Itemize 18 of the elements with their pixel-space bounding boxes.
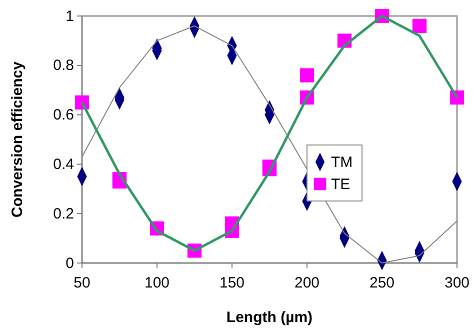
- point: [300, 68, 314, 82]
- legend-label: TE: [331, 176, 350, 193]
- x-tick-label: 300: [444, 274, 470, 292]
- y-tick-label: 0.2: [53, 205, 74, 222]
- y-axis-title: Conversion efficiency: [9, 60, 26, 218]
- x-tick-label: 100: [144, 274, 170, 292]
- point: [412, 18, 427, 33]
- y-tick-label: 0.6: [53, 106, 74, 124]
- legend-label: TM: [331, 154, 353, 171]
- y-tick-label: 1: [66, 8, 74, 25]
- y-tick-label: 0.4: [53, 156, 74, 173]
- x-axis-title: Length (µm): [226, 309, 313, 326]
- x-tick-label: 200: [294, 274, 320, 292]
- x-tick-label: 50: [74, 274, 90, 292]
- x-tick-label: 250: [369, 274, 395, 292]
- x-tick-label: 150: [219, 274, 245, 292]
- y-tick-label: 0: [66, 254, 74, 272]
- y-tick-label: 0.8: [53, 57, 74, 74]
